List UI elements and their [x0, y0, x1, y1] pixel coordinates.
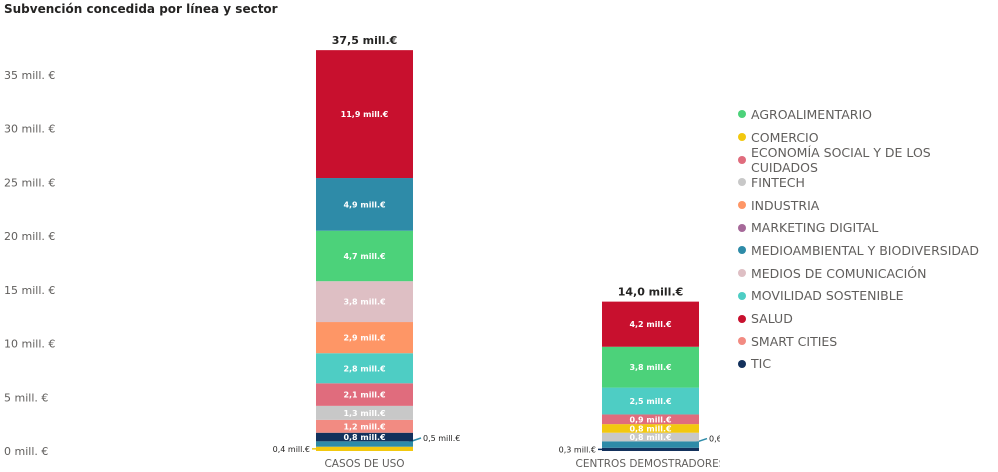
stacked-bar-chart: 0 mill. € 5 mill. € 10 mill. € 15 mill. € 20…: [4, 34, 720, 470]
segment-label: 2,9 mill.€: [343, 334, 386, 343]
bar-total-label: 14,0 mill.€: [618, 286, 684, 299]
leader-line: [408, 437, 422, 443]
segment-label: 0,4 mill.€: [273, 445, 310, 454]
bar-segment: [316, 419, 413, 433]
bar-segment: [316, 230, 413, 282]
segment-label: 11,9 mill.€: [341, 110, 389, 119]
legend-marker: [738, 359, 746, 368]
segment-label: 0,8 mill.€: [629, 433, 672, 442]
legend-item[interactable]: COMERCIO: [738, 126, 998, 149]
y-tick-label: 30 mill. €: [4, 123, 55, 136]
y-tick-label: 35 mill. €: [4, 69, 55, 82]
legend-marker: [738, 223, 746, 232]
legend-label: MARKETING DIGITAL: [751, 220, 879, 236]
legend-label: AGROALIMENTARIO: [751, 106, 872, 122]
legend-label: SALUD: [751, 311, 793, 327]
bar-segment: [316, 432, 413, 442]
legend-label: INDUSTRIA: [751, 197, 820, 213]
bar-segment: [602, 441, 699, 448]
bar-segment: [602, 414, 699, 425]
bar-segment: [316, 405, 413, 420]
bar-segment: [316, 50, 413, 179]
bar-segment: [602, 346, 699, 388]
y-tick-label: 15 mill. €: [4, 284, 55, 297]
segment-label: 3,8 mill.€: [343, 298, 386, 307]
legend-label: SMART CITIES: [751, 333, 838, 349]
legend-marker: [738, 155, 746, 164]
legend-marker: [738, 110, 746, 119]
legend-label: COMERCIO: [751, 129, 819, 145]
x-tick-label: CENTROS DEMOSTRADORES: [576, 458, 720, 470]
segment-label: 0,9 mill.€: [629, 415, 672, 424]
legend-item[interactable]: INDUSTRIA: [738, 194, 998, 217]
legend-marker: [738, 178, 746, 187]
leader-line: [694, 437, 708, 444]
bar-segment: [316, 178, 413, 231]
segment-label: 1,2 mill.€: [343, 422, 386, 431]
segment-label: 0,8 mill.€: [629, 424, 672, 433]
bar-segment: [602, 447, 699, 451]
bar-segment: [316, 441, 413, 447]
bar-segment: [602, 301, 699, 347]
segment-label: 2,1 mill.€: [343, 391, 386, 400]
legend-item[interactable]: MEDIOS DE COMUNICACIÓN: [738, 262, 998, 285]
x-tick-label: CASOS DE USO: [324, 458, 404, 470]
legend-label: FINTECH: [751, 174, 805, 190]
bar-segment: [602, 387, 699, 415]
bar-segment: [316, 446, 413, 451]
bar-segment: [316, 322, 413, 354]
legend-marker: [738, 246, 746, 255]
legend-label: MEDIOS DE COMUNICACIÓN: [751, 265, 927, 281]
legend-label: MOVILIDAD SOSTENIBLE: [751, 288, 904, 304]
bar-segment: [316, 281, 413, 323]
segment-label: 2,5 mill.€: [629, 397, 672, 406]
bar-segment: [316, 353, 413, 384]
segment-label: 0,8 mill.€: [343, 433, 386, 442]
legend-marker: [738, 337, 746, 346]
legend-marker: [738, 314, 746, 323]
legend-item[interactable]: TIC: [738, 353, 998, 376]
segment-label: 1,3 mill.€: [343, 409, 386, 418]
bar-segment: [602, 432, 699, 442]
legend-item[interactable]: AGROALIMENTARIO: [738, 103, 998, 126]
legend-item[interactable]: SMART CITIES: [738, 330, 998, 353]
chart-title: Subvención concedida por línea y sector: [4, 2, 278, 16]
segment-label: 4,9 mill.€: [343, 200, 386, 209]
segment-label: 3,8 mill.€: [629, 363, 672, 372]
legend-item[interactable]: MEDIOAMBIENTAL Y BIODIVERSIDAD: [738, 239, 998, 262]
chart-legend: AGROALIMENTARIO COMERCIO ECONOMÍA SOCIAL Y…: [738, 103, 998, 375]
bar-total-label: 37,5 mill.€: [332, 34, 398, 47]
legend-label: ECONOMÍA SOCIAL Y DE LOS CUIDADOS: [751, 144, 931, 175]
legend-item[interactable]: FINTECH: [738, 171, 998, 194]
legend-label: MEDIOAMBIENTAL Y BIODIVERSIDAD: [751, 242, 979, 258]
legend-item[interactable]: SALUD: [738, 307, 998, 330]
legend-label: TIC: [751, 356, 772, 372]
y-tick-label: 5 mill. €: [4, 391, 48, 404]
y-tick-label: 20 mill. €: [4, 230, 55, 243]
legend-item[interactable]: ECONOMÍA SOCIAL Y DE LOS CUIDADOS: [738, 145, 998, 175]
segment-label: 0,6 mill.€: [709, 435, 720, 444]
legend-marker: [738, 201, 746, 210]
segment-label: 0,5 mill.€: [423, 434, 460, 443]
y-tick-label: 10 mill. €: [4, 338, 55, 351]
y-tick-label: 25 mill. €: [4, 176, 55, 189]
legend-item[interactable]: MARKETING DIGITAL: [738, 216, 998, 239]
bar-segment: [602, 424, 699, 433]
legend-marker: [738, 133, 746, 142]
y-tick-label: 0 mill. €: [4, 445, 48, 458]
legend-marker: [738, 291, 746, 300]
segment-label: 4,7 mill.€: [343, 252, 386, 261]
legend-marker: [738, 269, 746, 278]
segment-label: 4,2 mill.€: [629, 320, 672, 329]
segment-label: 2,8 mill.€: [343, 364, 386, 373]
segment-label: 0,3 mill.€: [559, 445, 596, 454]
legend-item[interactable]: MOVILIDAD SOSTENIBLE: [738, 285, 998, 308]
bar-segment: [316, 383, 413, 406]
